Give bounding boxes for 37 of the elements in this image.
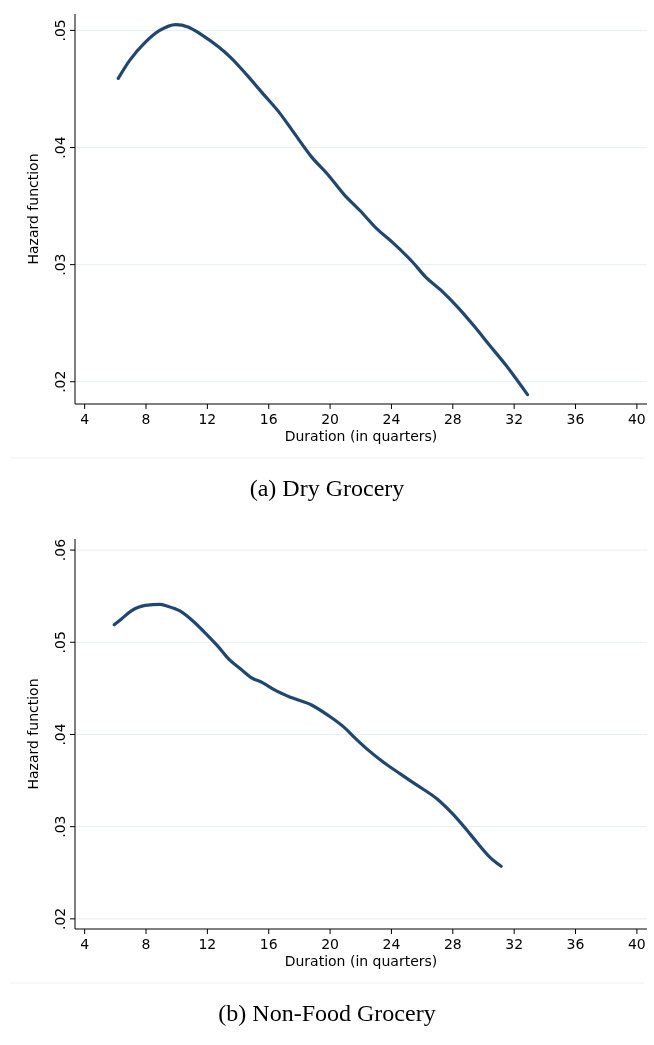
- x-tick-label: 36: [566, 936, 585, 952]
- x-tick-label: 28: [443, 936, 462, 952]
- y-tick-label: .02: [52, 370, 68, 393]
- x-tick-label: 40: [627, 936, 646, 952]
- x-tick-label: 32: [505, 936, 524, 952]
- x-tick-label: 24: [382, 936, 401, 952]
- text: (a) Dry Grocery: [249, 475, 405, 501]
- x-tick-label: 36: [566, 411, 585, 427]
- x-tick-label: 12: [198, 411, 217, 427]
- x-tick-label: 12: [198, 936, 217, 952]
- y-tick-label: .05: [52, 19, 68, 42]
- y-tick-label: .03: [52, 253, 68, 276]
- y-tick-label: .04: [52, 136, 68, 159]
- x-tick-label: 20: [321, 936, 340, 952]
- x-axis-title: Duration (in quarters): [284, 428, 438, 444]
- y-tick-label: .02: [52, 907, 68, 930]
- x-tick-label: 4: [80, 411, 90, 427]
- y-tick-label: .06: [52, 538, 68, 562]
- y-tick-label: .04: [52, 723, 68, 746]
- x-tick-label: 16: [259, 936, 278, 952]
- x-tick-label: 40: [627, 411, 646, 427]
- line-series: [116, 22, 530, 397]
- x-tick-label: 28: [443, 411, 462, 427]
- text: (b) Non-Food Grocery: [218, 1000, 436, 1026]
- y-tick-label: .03: [52, 815, 68, 838]
- x-tick-label: 4: [80, 936, 90, 952]
- x-tick-label: 8: [141, 936, 151, 952]
- y-axis-title: Hazard function: [25, 153, 41, 265]
- line-series: [112, 602, 503, 868]
- x-tick-label: 20: [321, 411, 340, 427]
- y-tick-label: .05: [52, 631, 68, 654]
- x-tick-label: 32: [505, 411, 524, 427]
- x-tick-label: 8: [141, 411, 151, 427]
- x-axis-title: Duration (in quarters): [284, 953, 438, 969]
- x-tick-label: 24: [382, 411, 401, 427]
- x-tick-label: 16: [259, 411, 278, 427]
- y-axis-title: Hazard function: [25, 678, 41, 790]
